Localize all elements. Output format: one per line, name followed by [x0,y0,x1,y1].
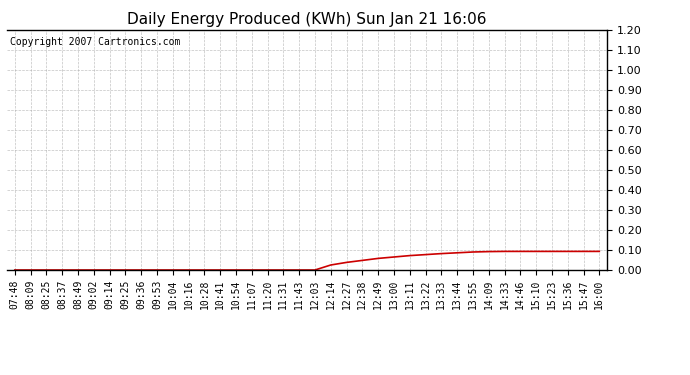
Text: Copyright 2007 Cartronics.com: Copyright 2007 Cartronics.com [10,37,180,47]
Title: Daily Energy Produced (KWh) Sun Jan 21 16:06: Daily Energy Produced (KWh) Sun Jan 21 1… [127,12,487,27]
